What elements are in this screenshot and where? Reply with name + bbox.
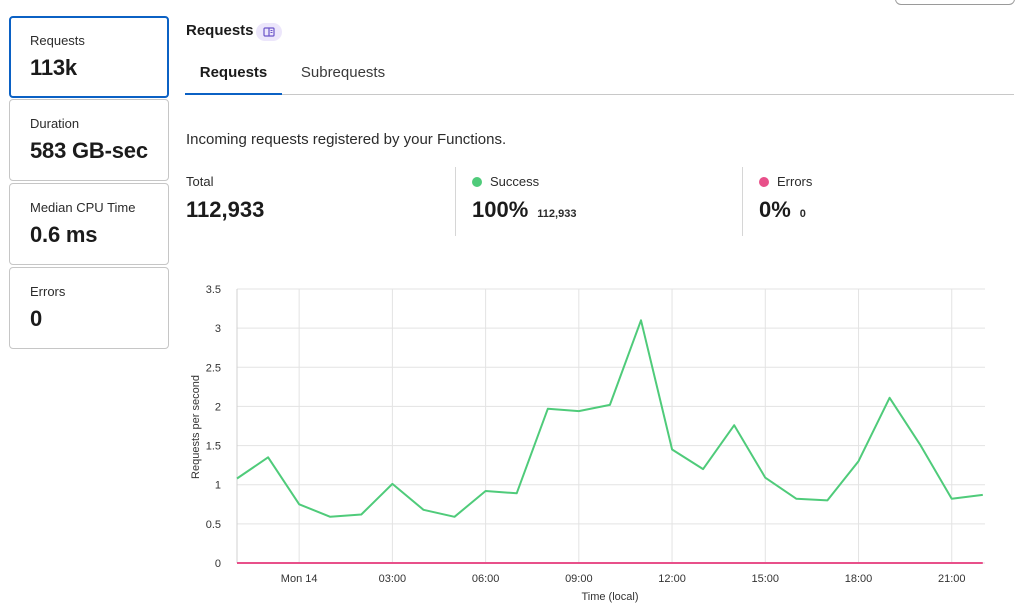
stat-label: Total: [186, 174, 214, 189]
x-axis-label: Time (local): [581, 591, 638, 603]
chart-axes: 0 0.5 1 1.5 2 2.5 3 3.5 Mon 14 03:00 06:00 09:00 12:…: [206, 284, 966, 585]
tab-bar: Requests Subrequests: [185, 54, 1014, 95]
metric-card-duration[interactable]: Duration 583 GB-sec: [9, 99, 169, 181]
metric-card-errors[interactable]: Errors 0: [9, 267, 169, 349]
x-tick-label: Mon 14: [281, 573, 318, 585]
metric-label: Requests: [30, 33, 85, 48]
y-tick-label: 0.5: [206, 519, 221, 531]
top-action-button[interactable]: [895, 0, 1015, 5]
stat-count: 112,933: [537, 208, 577, 220]
metric-card-requests[interactable]: Requests 113k: [9, 16, 169, 98]
metric-value: 0.6 ms: [30, 222, 98, 247]
chart-series: [236, 319, 983, 564]
metric-value: 0: [30, 306, 43, 331]
section-title: Requests: [186, 22, 254, 39]
y-tick-label: 3.5: [206, 284, 221, 296]
x-tick-label: 09:00: [565, 573, 593, 585]
x-tick-label: 03:00: [379, 573, 407, 585]
metric-label: Errors: [30, 284, 66, 299]
x-tick-label: 18:00: [845, 573, 873, 585]
stat-errors: Errors 0% 0: [759, 174, 812, 223]
metric-value: 113k: [30, 55, 77, 80]
stat-count: 0: [799, 208, 806, 220]
y-tick-label: 1.5: [206, 441, 221, 453]
metric-value: 583 GB-sec: [30, 138, 148, 163]
stat-divider: [455, 167, 456, 236]
x-tick-label: 12:00: [658, 573, 686, 585]
section-description: Incoming requests registered by your Fun…: [186, 131, 507, 148]
docs-badge[interactable]: [256, 23, 282, 41]
x-tick-label: 21:00: [938, 573, 966, 585]
stat-value: 100%: [472, 197, 529, 222]
y-tick-label: 3: [215, 323, 221, 335]
y-tick-label: 0: [215, 558, 221, 570]
errors-dot-icon: [759, 176, 769, 187]
y-tick-label: 2.5: [206, 362, 221, 374]
metric-card-median-cpu-time[interactable]: Median CPU Time 0.6 ms: [9, 183, 169, 265]
stat-divider: [742, 167, 743, 236]
success-series-line: [236, 319, 983, 518]
y-tick-label: 2: [215, 401, 221, 413]
tab-requests[interactable]: Requests: [185, 54, 282, 95]
y-axis-label: Requests per second: [190, 375, 202, 479]
x-tick-label: 15:00: [752, 573, 780, 585]
y-tick-label: 1: [215, 480, 221, 492]
stat-label: Success: [490, 174, 540, 189]
tab-subrequests[interactable]: Subrequests: [300, 64, 386, 81]
requests-line-chart: 0 0.5 1 1.5 2 2.5 3 3.5 Mon 14 03:00 06:00 09:00 12:…: [190, 284, 985, 603]
document-icon: [263, 27, 275, 37]
stat-value: 112,933: [186, 197, 265, 222]
metric-label: Median CPU Time: [30, 200, 136, 215]
metric-label: Duration: [30, 116, 80, 131]
x-tick-label: 06:00: [472, 573, 500, 585]
stat-label: Errors: [777, 174, 813, 189]
stat-total: Total 112,933: [186, 174, 264, 223]
chart-grid: [237, 288, 985, 564]
success-dot-icon: [472, 176, 482, 187]
stat-success: Success 100% 112,933: [472, 174, 576, 223]
stat-value: 0%: [759, 197, 791, 222]
